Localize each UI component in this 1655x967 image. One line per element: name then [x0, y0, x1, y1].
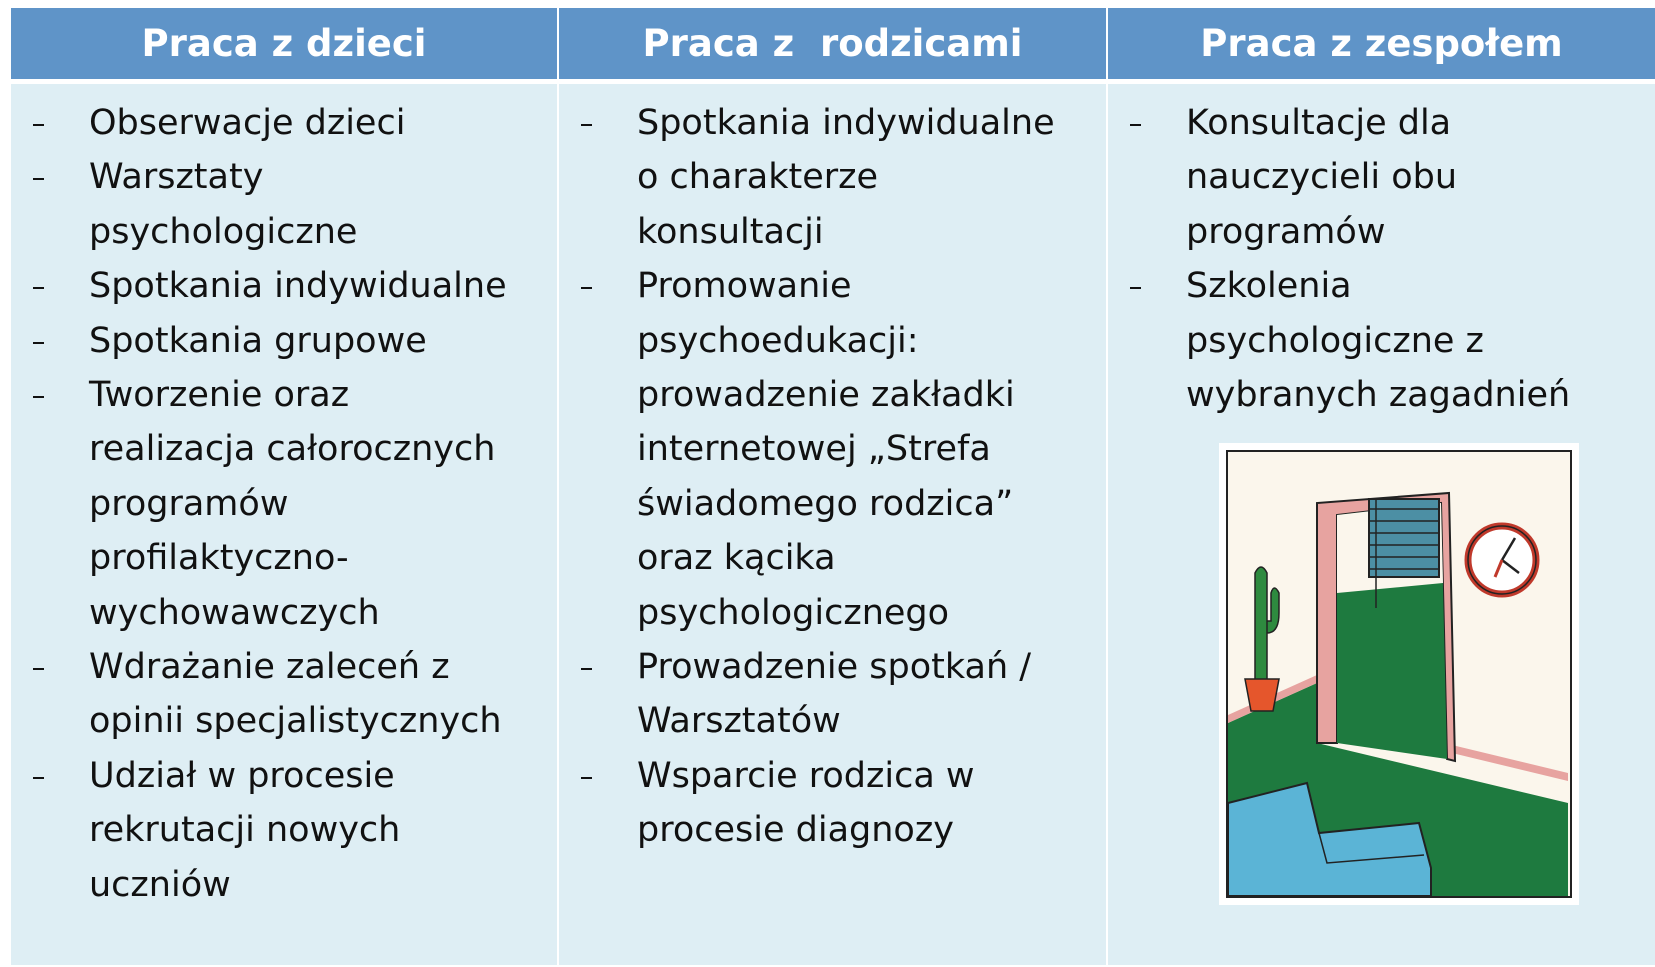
list-item-text: Promowanie: [637, 266, 852, 307]
bullet-dash: [581, 124, 592, 126]
list-item-text: nauczycieli obu: [1186, 157, 1458, 198]
list-item-text: psychologiczne z: [1186, 320, 1484, 361]
list-item-text: Udział w procesie: [89, 755, 395, 796]
column-header: Praca z dzieci: [11, 8, 557, 79]
list-item-text: rekrutacji nowych: [89, 810, 401, 851]
list-item-text: prowadzenie zakładki: [637, 375, 1015, 415]
list-item-text: psychologicznego: [637, 592, 950, 633]
list-item-text: programów: [1186, 211, 1386, 252]
list-item-text: o charakterze: [637, 157, 879, 198]
list-item-text: opinii specjalistycznych: [89, 701, 502, 742]
column-body: [11, 84, 557, 965]
room-illustration: [1219, 443, 1579, 905]
bullet-dash: [33, 341, 44, 344]
list-item-text: oraz kącika: [637, 538, 836, 579]
bullet-dash: [1130, 287, 1141, 290]
list-item-text: Konsultacje dla: [1186, 103, 1452, 143]
list-item-text: Warsztatów: [637, 701, 841, 742]
column-body: [559, 84, 1106, 965]
column-header: Praca z zespołem: [1108, 8, 1655, 79]
bullet-dash: [33, 776, 44, 779]
column-header: Praca z rodzicami: [559, 8, 1106, 79]
list-item-text: konsultacji: [637, 211, 824, 252]
list-item-text: Spotkania indywidualne: [89, 266, 507, 307]
bullet-dash: [33, 396, 44, 398]
list-item-text: realizacja całorocznych: [89, 429, 496, 470]
list-item-text: wybranych zagadnień: [1186, 375, 1571, 415]
bullet-dash: [33, 668, 44, 670]
list-item-text: profilaktyczno-: [89, 538, 349, 579]
bullet-dash: [33, 287, 44, 290]
list-item-text: Spotkania grupowe: [89, 320, 427, 361]
list-item-text: Wsparcie rodzica w: [637, 755, 975, 796]
list-item-text: procesie diagnozy: [637, 810, 954, 851]
list-item-text: uczniów: [89, 864, 231, 905]
list-item-text: Warsztaty: [89, 157, 264, 198]
list-item-text: Spotkania indywidualne: [637, 103, 1055, 143]
bullet-dash: [581, 668, 592, 670]
bullet-dash: [1130, 124, 1141, 126]
bullet-dash: [33, 124, 44, 126]
list-item-text: internetowej „Strefa: [637, 429, 991, 470]
bullet-dash: [581, 776, 592, 779]
bullet-dash: [581, 287, 592, 290]
bullet-dash: [33, 178, 44, 181]
list-item-text: świadomego rodzica”: [637, 483, 1014, 524]
list-item-text: Obserwacje dzieci: [89, 103, 406, 143]
list-item-text: Tworzenie oraz: [89, 375, 350, 415]
list-item-text: programów: [89, 483, 289, 524]
list-item-text: wychowawczych: [89, 592, 380, 633]
list-item-text: psychologiczne: [89, 211, 358, 252]
list-item-text: Szkolenia: [1186, 266, 1352, 307]
list-item-text: Wdrażanie zaleceń z: [89, 647, 450, 687]
list-item-text: psychoedukacji:: [637, 320, 919, 361]
list-item-text: Prowadzenie spotkań /: [637, 647, 1032, 687]
